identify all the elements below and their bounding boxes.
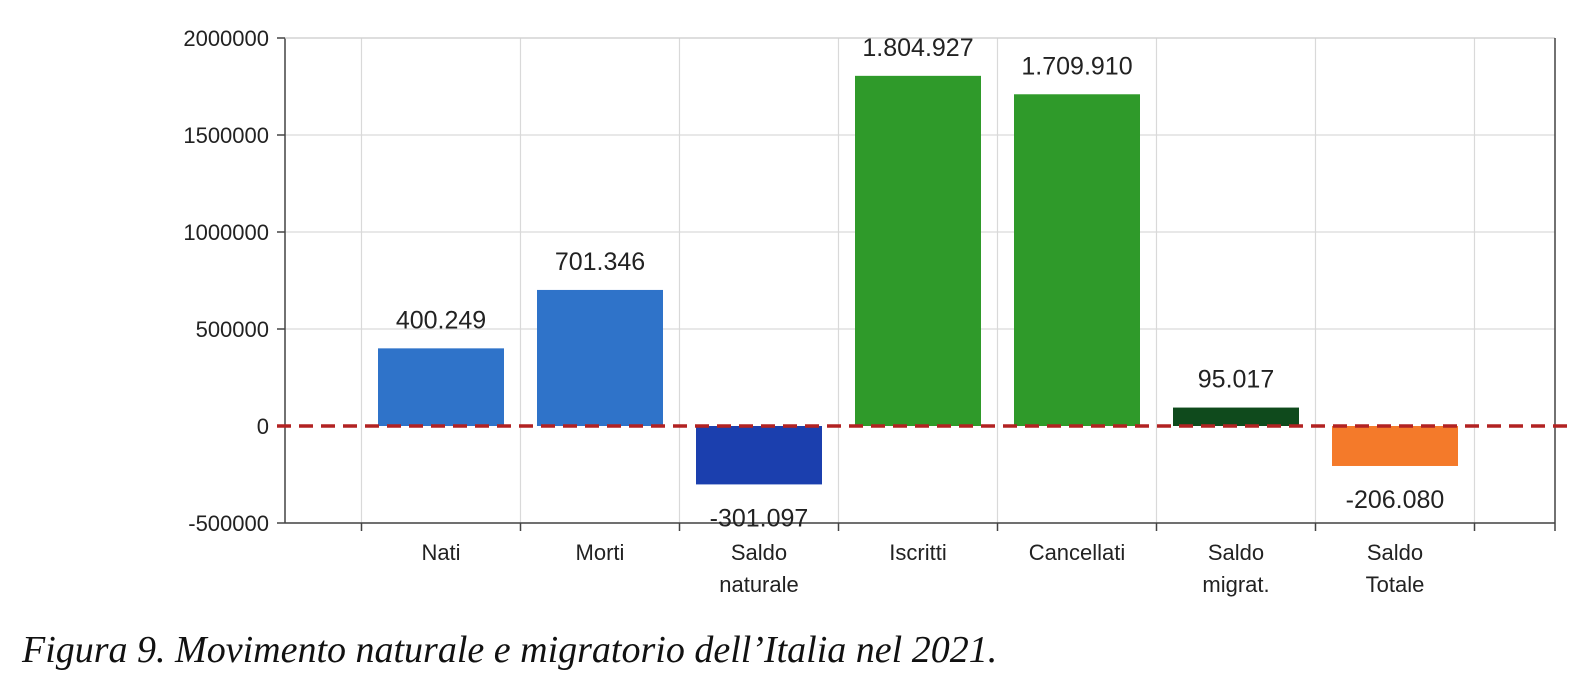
y-tick-label: 2000000 <box>183 26 269 51</box>
figure-caption: Figura 9. Movimento naturale e migratori… <box>22 629 998 671</box>
x-tick-label-line: Cancellati <box>1029 540 1126 565</box>
x-tick-label: Saldo migrat. <box>1202 540 1269 597</box>
x-tick-label-line: Saldo <box>1367 540 1423 565</box>
bar <box>1332 426 1458 466</box>
x-tick-label: Saldo Totale <box>1366 540 1425 597</box>
bar <box>855 75 981 426</box>
bar <box>696 426 822 485</box>
x-tick-label-line: Morti <box>576 540 625 565</box>
y-tick-label: 500000 <box>196 317 269 342</box>
x-tick-label: Cancellati <box>1029 540 1126 565</box>
x-tick-label: Nati <box>421 540 460 565</box>
bars <box>378 75 1458 485</box>
x-tick-label-line: Saldo <box>731 540 787 565</box>
axes <box>277 37 1556 531</box>
data-label: 701.346 <box>555 248 645 276</box>
x-tick-label: Saldo naturale <box>719 540 799 597</box>
x-tick-label-line: naturale <box>719 572 799 597</box>
x-tick-label-line: Totale <box>1366 572 1425 597</box>
y-tick-label: -500000 <box>188 511 269 536</box>
data-label: 400.249 <box>396 306 486 334</box>
bar <box>378 348 504 426</box>
x-tick-label: Iscritti <box>889 540 946 565</box>
data-label: 1.804.927 <box>862 34 973 62</box>
bar <box>1173 407 1299 426</box>
y-tick-label: 1000000 <box>183 220 269 245</box>
bar <box>537 289 663 426</box>
data-label: 95.017 <box>1198 366 1274 394</box>
y-tick-label: 1500000 <box>183 123 269 148</box>
x-tick-label-line: Iscritti <box>889 540 946 565</box>
x-tick-label-line: migrat. <box>1202 572 1269 597</box>
y-tick-label: 0 <box>257 414 269 439</box>
x-tick-label-line: Saldo <box>1208 540 1264 565</box>
data-label: 1.709.910 <box>1021 52 1132 80</box>
labels: -500000 0 500000 1000000 1500000 2000000 400.2… <box>183 26 1575 597</box>
x-tick-label-line: Nati <box>421 540 460 565</box>
data-label: -301.097 <box>710 504 809 532</box>
bar <box>1014 94 1140 426</box>
data-label: -206.080 <box>1346 486 1445 514</box>
x-tick-label: Morti <box>576 540 625 565</box>
